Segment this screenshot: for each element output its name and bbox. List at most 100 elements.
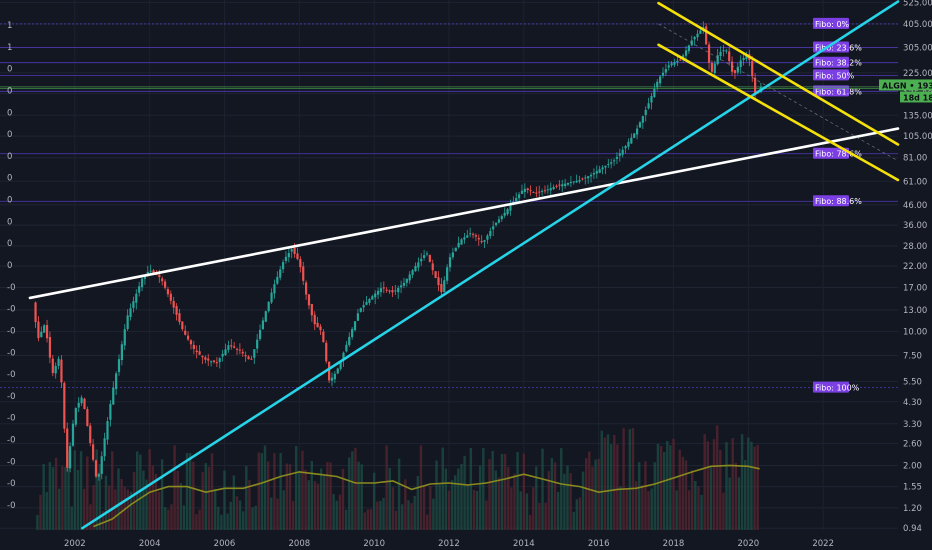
y-tick-label: 81.00 [903,154,927,164]
candle-body [411,270,414,275]
volume-bar [348,457,351,530]
candle-body [281,262,285,270]
candle-body [638,122,642,128]
volume-bar [747,437,750,530]
candle-body [186,335,190,340]
volume-bar [260,453,264,530]
price-tags: ALGN • 193.19 18d 18h [879,79,932,103]
y-tick-label: 17.00 [903,284,927,294]
candle-body [60,359,63,383]
left-tick-label: -0 [7,479,15,489]
candle-body [233,346,236,348]
candle-body [633,133,636,138]
y-tick-label: 305.00 [903,43,932,53]
volume-bar [619,486,622,530]
volume-bar [67,450,70,530]
volume-bar [503,453,507,530]
volume-bar [482,448,485,530]
candle-body [169,293,172,301]
volume-bar [263,445,267,530]
volume-bar [36,514,39,530]
x-tick-label: 2012 [438,539,460,549]
volume-bar [715,425,719,530]
fib-tag: Fibo: 0% [813,17,850,29]
candle-body [457,242,460,248]
volume-bar [351,451,354,530]
candle-body [37,321,40,339]
candle-body [287,253,290,258]
candle-body [212,360,216,362]
trendline-yellow-upper [657,1,900,146]
candle-body [687,45,690,52]
y-axis: 525.00405.00305.00225.00175.00135.00105.… [903,0,932,534]
volume-bar [535,466,538,530]
volume-bar [647,491,650,530]
volume-bar [192,461,195,530]
candle-body [661,72,665,76]
candles [34,21,762,481]
y-tick-label: 5.50 [903,377,922,387]
candle-body [296,253,299,260]
candle-body [336,368,339,374]
candle-body [670,63,673,66]
candle-body [725,50,728,52]
volume-bar [485,500,488,530]
volume-bar [213,488,217,530]
volume-bar [279,452,282,530]
left-tick-label: -0 [7,392,15,402]
candle-body [273,284,276,294]
candle-body [612,160,616,162]
y-tick-label: 7.50 [903,352,922,362]
volume-bar [204,463,207,530]
volume-bar [407,500,410,530]
volume-bar [438,484,441,530]
volume-bar [622,428,625,530]
volume-bar [719,450,722,530]
candle-body [538,191,541,193]
candle-body [175,306,178,315]
candle-body [181,321,184,330]
candle-body [730,61,734,72]
y-tick-label: 0.94 [903,524,922,534]
volume-bar [472,489,476,530]
candle-body [270,292,273,303]
volume-bar [357,461,360,530]
volume-bar [254,505,257,530]
x-tick-label: 2016 [588,539,610,549]
candle-body [247,356,250,360]
candle-body [184,330,187,335]
candle-body [569,182,572,184]
volume-bar [531,487,535,530]
last-price-label: ALGN • 193.19 [882,81,932,90]
volume-bar [653,462,656,530]
candle-body [161,278,164,282]
left-tick-label: 0 [7,86,12,96]
volume-bar [282,490,285,530]
volume-bar [460,463,463,530]
left-tick-label: 0 [7,174,12,184]
candle-body [515,198,518,202]
candle-body [117,359,121,373]
candle-body [408,274,411,281]
candle-body [719,51,722,57]
volume-bar [740,434,744,530]
left-tick-label: 0 [7,261,12,271]
candle-body [420,258,423,262]
candle-body [201,355,204,358]
y-tick-label: 36.00 [903,221,927,231]
volume-bar [675,490,678,530]
candle-body [238,349,241,351]
volume-bar [316,483,320,530]
candle-body [572,181,575,183]
volume-bar [628,429,632,530]
countdown-tag: 18d 18h [900,91,932,103]
volume-bar [756,445,759,530]
volume-bar [656,444,660,530]
fib-label: Fibo: 23.6% [815,43,862,52]
volume-bar [229,501,232,530]
volume-bar [154,473,158,530]
candle-body [555,185,558,187]
volume-bar [525,493,529,530]
y-tick-label: 46.00 [903,201,927,211]
